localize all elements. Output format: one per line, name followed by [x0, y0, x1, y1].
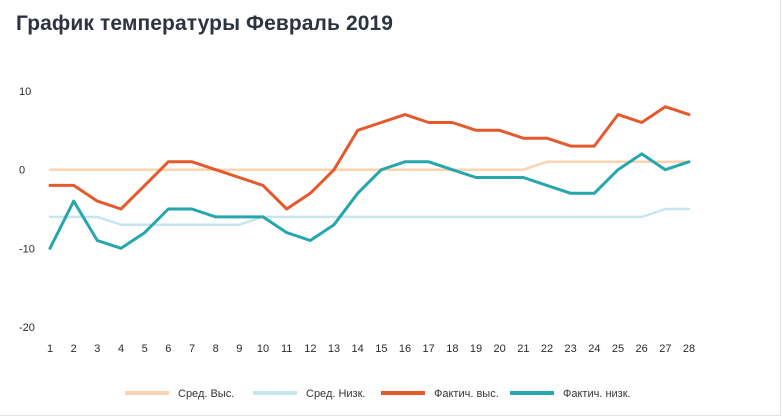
x-tick-label: 13 [328, 343, 340, 355]
x-tick-label: 24 [588, 343, 600, 355]
series-line [48, 160, 691, 171]
x-tick-label: 11 [281, 343, 292, 355]
legend-item: Сред. Выс. [125, 388, 234, 400]
series-line [48, 105, 691, 211]
legend-item: Сред. Низк. [253, 388, 365, 400]
x-tick-label: 27 [659, 343, 671, 355]
y-tick-label: -20 [19, 322, 35, 334]
x-tick-label: 4 [118, 343, 124, 355]
legend-label: Сред. Выс. [178, 388, 234, 400]
x-tick-label: 7 [189, 343, 195, 355]
series-line [48, 207, 691, 226]
x-tick-label: 16 [399, 343, 411, 355]
series-2 [48, 207, 691, 226]
x-tick-label: 15 [375, 343, 387, 355]
x-tick-label: 26 [636, 343, 648, 355]
x-tick-label: 5 [142, 343, 148, 355]
series-line [48, 152, 691, 250]
legend-label: Фактич. выс. [434, 388, 499, 400]
legend-label: Фактич. низк. [563, 388, 631, 400]
x-tick-label: 18 [446, 343, 458, 355]
x-tick-label: 2 [71, 343, 77, 355]
x-tick-label: 28 [683, 343, 695, 355]
x-tick-label: 8 [213, 343, 219, 355]
legend-item: Фактич. низк. [510, 388, 631, 400]
x-tick-label: 3 [94, 343, 100, 355]
series-4 [48, 152, 691, 250]
x-tick-label: 19 [470, 343, 482, 355]
x-tick-label: 1 [47, 343, 53, 355]
x-tick-label: 25 [612, 343, 624, 355]
legend-label: Сред. Низк. [306, 388, 365, 400]
x-tick-label: 14 [352, 343, 364, 355]
x-tick-label: 20 [494, 343, 506, 355]
x-tick-label: 22 [541, 343, 553, 355]
x-tick-label: 12 [304, 343, 316, 355]
x-tick-label: 6 [165, 343, 171, 355]
x-tick-label: 17 [423, 343, 435, 355]
y-tick-label: 0 [19, 165, 25, 177]
x-tick-label: 21 [517, 343, 529, 355]
x-tick-label: 23 [565, 343, 577, 355]
series-3 [48, 105, 691, 211]
y-tick-label: -10 [19, 243, 35, 255]
x-tick-label: 10 [257, 343, 269, 355]
legend-item: Фактич. выс. [381, 388, 499, 400]
chart-title: График температуры Февраль 2019 [16, 12, 394, 35]
series-1 [48, 160, 691, 171]
x-tick-label: 9 [236, 343, 242, 355]
y-tick-label: 10 [19, 86, 31, 98]
